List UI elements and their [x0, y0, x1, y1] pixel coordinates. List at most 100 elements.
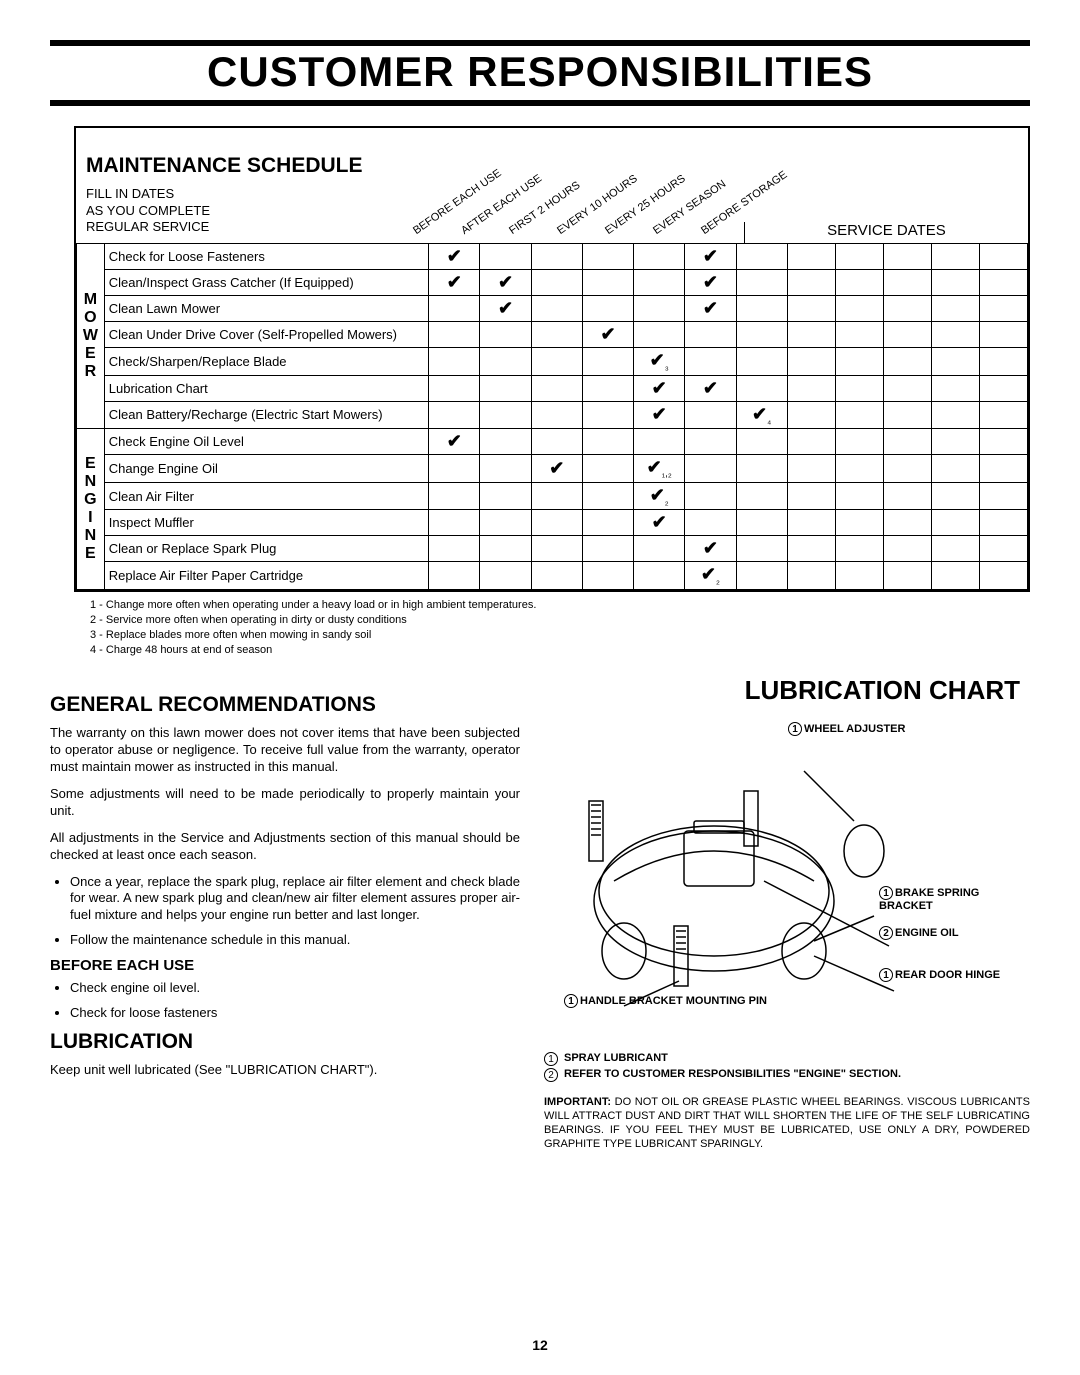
- check-cell: [685, 348, 736, 376]
- service-date-cell: [931, 296, 979, 322]
- check-cell: [480, 401, 531, 429]
- check-cell: [582, 536, 633, 562]
- check-cell: [429, 562, 480, 590]
- service-date-cell: [883, 562, 931, 590]
- footnote: 3 - Replace blades more often when mowin…: [90, 628, 1030, 643]
- service-date-cell: [787, 322, 835, 348]
- service-date-cell: [835, 401, 883, 429]
- service-date-cell: [883, 536, 931, 562]
- check-cell: ✔: [685, 270, 736, 296]
- task-cell: Clean or Replace Spark Plug: [104, 536, 428, 562]
- before-bullets: Check engine oil level.Check for loose f…: [50, 980, 520, 1022]
- check-cell: [582, 244, 633, 270]
- service-date-cell: [787, 348, 835, 376]
- check-cell: [634, 562, 685, 590]
- task-cell: Clean Air Filter: [104, 482, 428, 510]
- maintenance-schedule: MAINTENANCE SCHEDULE FILL IN DATESAS YOU…: [74, 126, 1030, 592]
- service-date-cell: [931, 482, 979, 510]
- task-cell: Lubrication Chart: [104, 375, 428, 401]
- service-date-cell: [787, 429, 835, 455]
- check-cell: [736, 375, 787, 401]
- check-cell: [480, 455, 531, 483]
- label-engine-oil: 2ENGINE OIL: [879, 926, 959, 940]
- service-date-cell: [979, 296, 1027, 322]
- check-cell: ✔: [531, 455, 582, 483]
- service-date-cell: [787, 244, 835, 270]
- check-cell: [685, 510, 736, 536]
- check-cell: [736, 455, 787, 483]
- check-cell: [429, 482, 480, 510]
- top-rule: [50, 40, 1030, 46]
- check-cell: [531, 296, 582, 322]
- label-handle-bracket: 1HANDLE BRACKET MOUNTING PIN: [564, 994, 767, 1008]
- service-date-cell: [883, 510, 931, 536]
- label-wheel-adjuster: 1WHEEL ADJUSTER: [788, 722, 905, 736]
- table-row: ENGINECheck Engine Oil Level✔: [77, 429, 1028, 455]
- service-date-cell: [835, 244, 883, 270]
- check-cell: [429, 375, 480, 401]
- service-date-cell: [979, 401, 1027, 429]
- check-cell: ✔: [685, 375, 736, 401]
- general-heading: GENERAL RECOMMENDATIONS: [50, 693, 520, 717]
- service-date-cell: [883, 270, 931, 296]
- task-cell: Change Engine Oil: [104, 455, 428, 483]
- task-cell: Inspect Muffler: [104, 510, 428, 536]
- service-date-cell: [883, 455, 931, 483]
- service-date-cell: [787, 270, 835, 296]
- table-row: Inspect Muffler✔: [77, 510, 1028, 536]
- service-date-cell: [787, 562, 835, 590]
- check-cell: ✔: [634, 375, 685, 401]
- list-item: Once a year, replace the spark plug, rep…: [70, 874, 520, 925]
- check-cell: [736, 536, 787, 562]
- service-date-cell: [883, 375, 931, 401]
- service-date-cell: [787, 510, 835, 536]
- check-cell: [736, 429, 787, 455]
- service-date-cell: [931, 401, 979, 429]
- group-label: MOWER: [77, 244, 105, 429]
- check-cell: [429, 510, 480, 536]
- table-row: Clean Under Drive Cover (Self-Propelled …: [77, 322, 1028, 348]
- check-cell: [531, 401, 582, 429]
- table-row: Clean Lawn Mower✔✔: [77, 296, 1028, 322]
- right-column: LUBRICATION CHART: [544, 675, 1030, 1151]
- task-cell: Clean Battery/Recharge (Electric Start M…: [104, 401, 428, 429]
- service-date-cell: [931, 455, 979, 483]
- check-cell: [634, 429, 685, 455]
- check-cell: [480, 510, 531, 536]
- service-date-cell: [835, 429, 883, 455]
- page-number: 12: [0, 1337, 1080, 1353]
- service-date-cell: [787, 375, 835, 401]
- check-cell: [429, 348, 480, 376]
- diag-header: AFTER EACH USE: [459, 172, 544, 237]
- check-cell: ✔₃: [634, 348, 685, 376]
- check-cell: [582, 562, 633, 590]
- service-date-cell: [835, 322, 883, 348]
- service-date-cell: [979, 270, 1027, 296]
- service-dates-header: SERVICE DATES: [744, 222, 1028, 243]
- diag-header: EVERY 10 HOURS: [555, 173, 640, 237]
- service-date-cell: [883, 244, 931, 270]
- important-note: IMPORTANT: DO NOT OIL OR GREASE PLASTIC …: [544, 1096, 1030, 1151]
- check-cell: [634, 244, 685, 270]
- check-cell: [685, 401, 736, 429]
- service-date-cell: [883, 322, 931, 348]
- task-cell: Check/Sharpen/Replace Blade: [104, 348, 428, 376]
- title-underline: [50, 100, 1030, 106]
- check-cell: [531, 429, 582, 455]
- schedule-header-left: MAINTENANCE SCHEDULE FILL IN DATESAS YOU…: [76, 146, 406, 243]
- service-date-cell: [931, 244, 979, 270]
- check-cell: [582, 296, 633, 322]
- check-cell: [736, 244, 787, 270]
- check-cell: [531, 348, 582, 376]
- check-cell: [531, 536, 582, 562]
- check-cell: ✔: [685, 244, 736, 270]
- schedule-table: MOWERCheck for Loose Fasteners✔✔Clean/In…: [76, 243, 1028, 590]
- general-p3: All adjustments in the Service and Adjus…: [50, 830, 520, 864]
- general-bullets: Once a year, replace the spark plug, rep…: [50, 874, 520, 950]
- check-cell: ✔₁,₂: [634, 455, 685, 483]
- service-date-cell: [931, 348, 979, 376]
- task-cell: Clean Under Drive Cover (Self-Propelled …: [104, 322, 428, 348]
- check-cell: [736, 322, 787, 348]
- check-cell: [634, 296, 685, 322]
- check-cell: ✔: [429, 429, 480, 455]
